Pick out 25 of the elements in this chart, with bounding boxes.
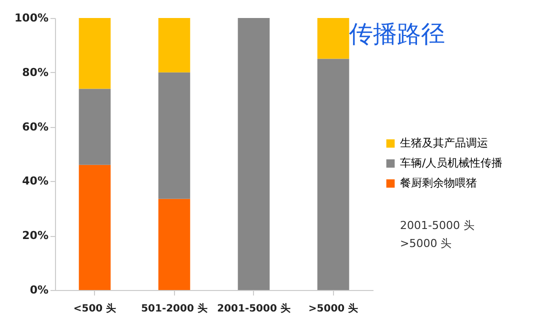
- x-tick-label: <500 头: [73, 302, 116, 314]
- text: >5000 头: [400, 236, 453, 251]
- bar: [317, 18, 350, 59]
- x-tick-label: >5000 头: [308, 302, 358, 314]
- legend-label: 车辆/人员机械性传播: [400, 156, 503, 170]
- bar: [158, 198, 190, 290]
- y-tick-label: 60%: [22, 120, 48, 134]
- y-tick-label: 20%: [22, 229, 48, 242]
- legend-label: 餐厨剩余物喂猪: [400, 176, 477, 190]
- x-tick-label: 2001-5000 头: [217, 302, 290, 314]
- chart-title: 传播路径: [349, 20, 446, 48]
- bar: [317, 58, 350, 290]
- bar: [238, 18, 270, 290]
- bar: [158, 18, 190, 72]
- y-tick-label: 0%: [30, 284, 48, 296]
- bar: [158, 72, 190, 199]
- legend-label: 生猪及其产品调运: [400, 136, 488, 150]
- text: 2001-5000 头: [400, 218, 474, 233]
- bar: [78, 88, 111, 165]
- y-tick-label: 100%: [14, 12, 48, 24]
- bar: [78, 18, 111, 89]
- y-tick-label: 80%: [22, 66, 48, 79]
- bar: [78, 164, 111, 290]
- y-tick-label: 40%: [22, 174, 48, 188]
- x-tick-label: 501-2000 头: [141, 302, 208, 314]
